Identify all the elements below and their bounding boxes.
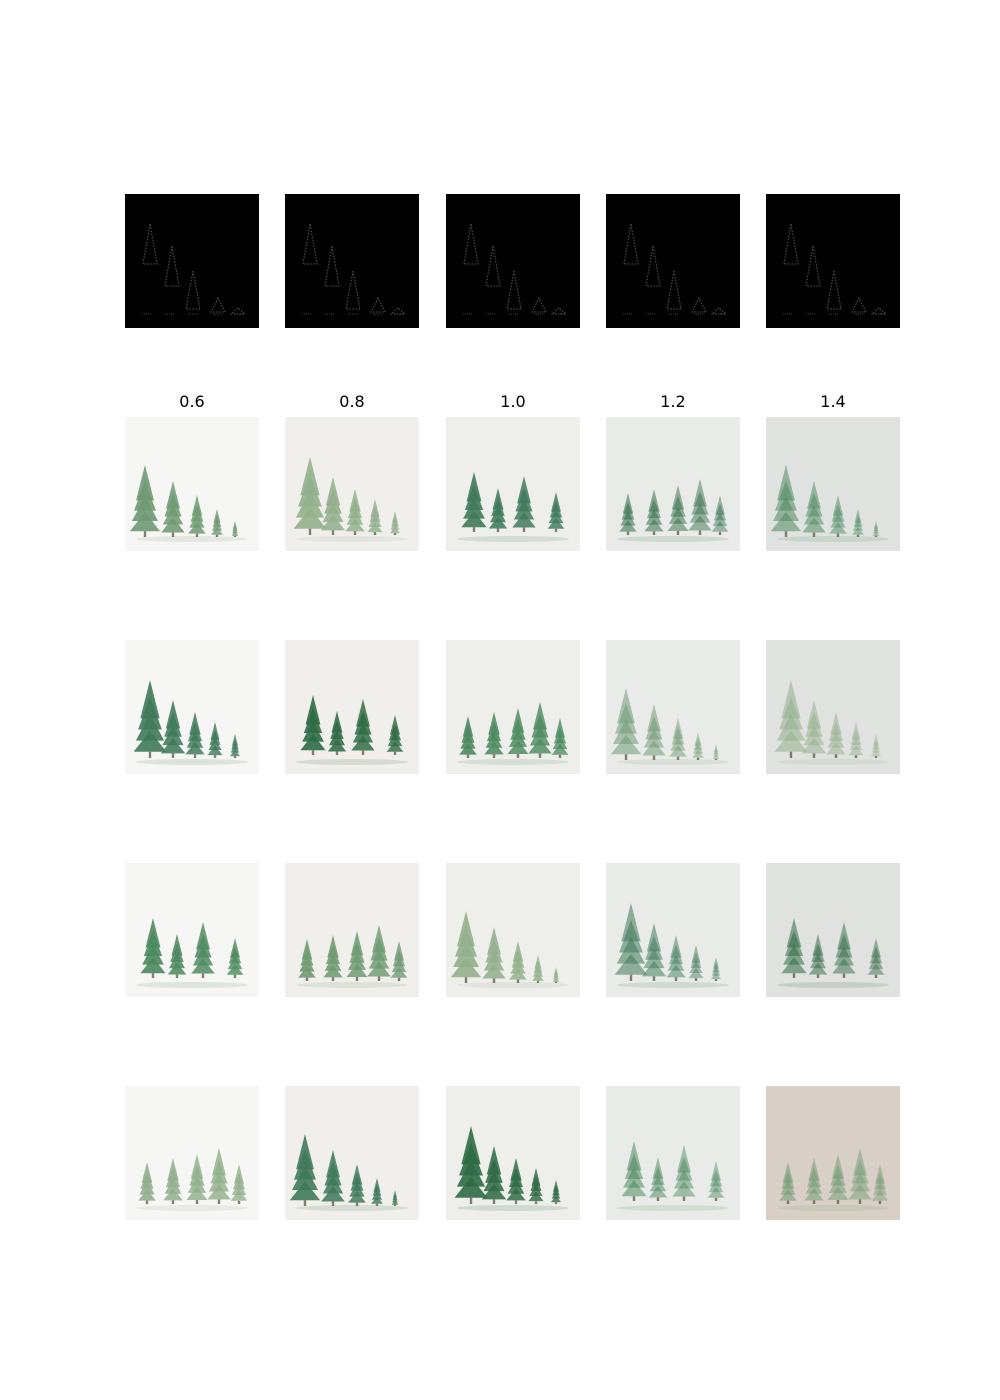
generated-image-tile <box>285 1086 419 1220</box>
mask-tile <box>766 194 900 328</box>
generated-image-drawing <box>766 417 900 551</box>
generated-image-drawing <box>285 417 419 551</box>
generated-image-drawing <box>125 640 259 774</box>
generated-image-drawing <box>125 417 259 551</box>
column-label: 1.0 <box>500 392 526 411</box>
generated-image-drawing <box>446 640 580 774</box>
generated-image-drawing <box>125 863 259 997</box>
generated-image-drawing <box>606 1086 740 1220</box>
generated-image-drawing <box>606 863 740 997</box>
generated-image-tile <box>606 1086 740 1220</box>
mask-drawing <box>285 194 419 328</box>
column-label: 0.8 <box>339 392 365 411</box>
generated-image-tile <box>446 640 580 774</box>
column-label: 1.4 <box>820 392 846 411</box>
generated-image-drawing <box>606 640 740 774</box>
generated-image-drawing <box>766 640 900 774</box>
mask-tile <box>446 194 580 328</box>
generated-image-tile <box>125 417 259 551</box>
generated-image-tile <box>125 1086 259 1220</box>
mask-drawing <box>125 194 259 328</box>
mask-drawing <box>606 194 740 328</box>
generated-image-drawing <box>606 417 740 551</box>
mask-tile <box>606 194 740 328</box>
generated-image-drawing <box>446 1086 580 1220</box>
generated-image-tile <box>606 863 740 997</box>
generated-image-drawing <box>446 417 580 551</box>
generated-image-tile <box>285 863 419 997</box>
generated-image-tile <box>606 640 740 774</box>
generated-image-tile <box>766 1086 900 1220</box>
generated-image-drawing <box>125 1086 259 1220</box>
generated-image-drawing <box>285 863 419 997</box>
column-label: 1.2 <box>660 392 686 411</box>
generated-image-tile <box>766 640 900 774</box>
generated-image-drawing <box>766 863 900 997</box>
generated-image-tile <box>125 640 259 774</box>
generated-image-drawing <box>285 1086 419 1220</box>
mask-drawing <box>446 194 580 328</box>
generated-image-tile <box>285 640 419 774</box>
generated-image-tile <box>606 417 740 551</box>
generated-image-tile <box>446 1086 580 1220</box>
generated-image-drawing <box>446 863 580 997</box>
generated-image-tile <box>766 863 900 997</box>
column-label: 0.6 <box>179 392 205 411</box>
generated-image-tile <box>766 417 900 551</box>
mask-tile <box>125 194 259 328</box>
generated-image-tile <box>446 417 580 551</box>
generated-image-tile <box>446 863 580 997</box>
generated-image-tile <box>125 863 259 997</box>
generated-image-tile <box>285 417 419 551</box>
mask-tile <box>285 194 419 328</box>
generated-image-drawing <box>285 640 419 774</box>
mask-drawing <box>766 194 900 328</box>
generated-image-drawing <box>766 1086 900 1220</box>
